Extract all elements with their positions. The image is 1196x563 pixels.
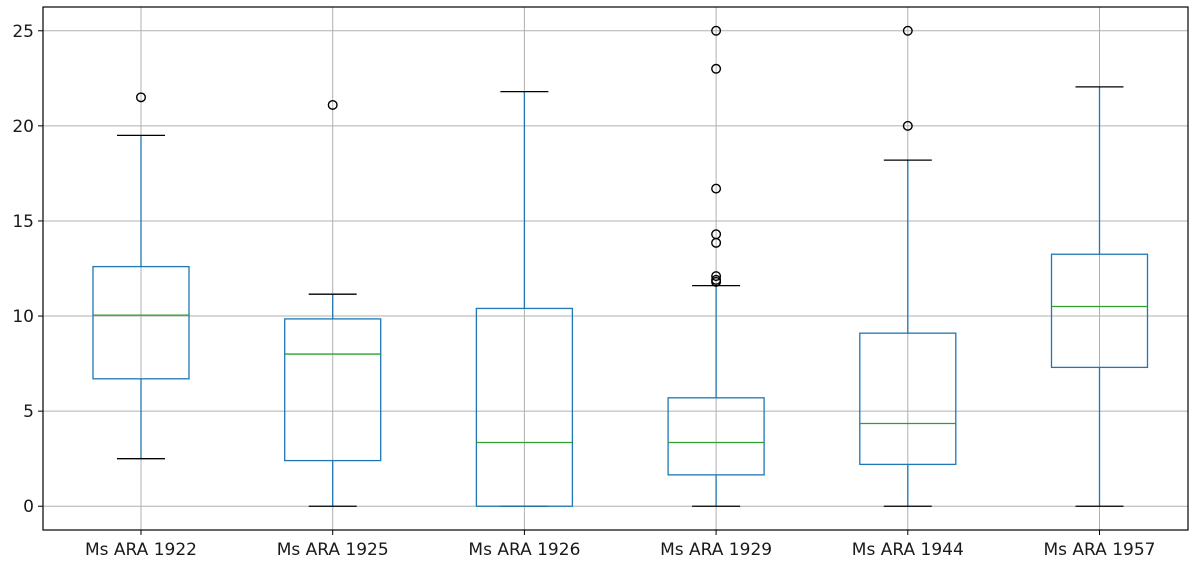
box-iqr <box>92 265 190 380</box>
grid-lines <box>43 7 1188 530</box>
x-tick-label: Ms ARA 1922 <box>85 540 197 560</box>
y-tick-label: 0 <box>23 497 34 517</box>
box-group <box>859 25 957 507</box>
box-iqr <box>859 332 957 466</box>
x-tick-label: Ms ARA 1929 <box>660 540 772 560</box>
x-axis: Ms ARA 1922 Ms ARA 1925 Ms ARA 1926 Ms ARA … <box>85 530 1155 560</box>
x-tick-label: Ms ARA 1944 <box>852 540 964 560</box>
outlier-point <box>902 25 913 36</box>
box-group <box>284 99 382 507</box>
outlier-point <box>711 271 722 282</box>
box-group <box>475 90 574 507</box>
outlier-point <box>711 25 722 36</box>
outlier-point <box>711 183 722 194</box>
y-tick-label: 15 <box>12 212 34 232</box>
outlier-point <box>327 99 338 110</box>
box-iqr <box>1050 253 1149 369</box>
box-group <box>667 25 765 507</box>
outlier-point <box>902 120 913 131</box>
plot-frame <box>42 6 1189 531</box>
box-series <box>92 25 1149 507</box>
x-tick-label: Ms ARA 1925 <box>277 540 389 560</box>
x-tick-label: Ms ARA 1926 <box>468 540 580 560</box>
y-tick-label: 5 <box>23 402 34 422</box>
outlier-point <box>711 274 722 285</box>
y-axis: 0 5 10 15 20 25 <box>12 22 43 517</box>
y-tick-label: 10 <box>12 307 34 327</box>
outlier-point <box>711 63 722 74</box>
box-iqr <box>284 318 382 462</box>
box-iqr <box>667 397 765 476</box>
x-tick-label: Ms ARA 1957 <box>1044 540 1156 560</box>
y-tick-label: 25 <box>12 22 34 42</box>
box-iqr <box>475 307 574 507</box>
outlier-point <box>711 229 722 240</box>
y-tick-label: 20 <box>12 117 34 137</box>
box-group <box>1050 86 1149 507</box>
outlier-point <box>135 92 146 103</box>
box-group <box>92 92 190 460</box>
